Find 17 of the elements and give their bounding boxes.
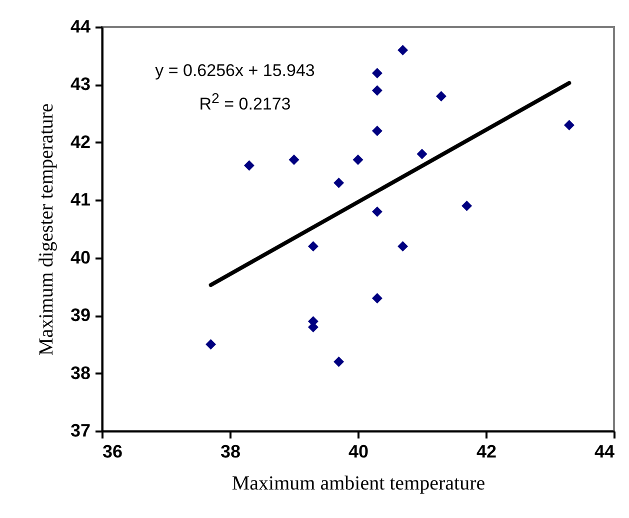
x-tick-label: 36 xyxy=(102,442,123,462)
y-tick-label: 40 xyxy=(70,247,90,268)
y-tick-label: 43 xyxy=(70,74,90,94)
annotation: y = 0.6256x + 15.943 xyxy=(154,60,316,82)
y-tick-label: 38 xyxy=(70,362,90,383)
y-tick-label: 39 xyxy=(70,305,90,326)
y-tick-label: 44 xyxy=(70,16,90,36)
y-axis-title: Maximum digester temperature xyxy=(35,103,58,356)
annotation: R$^{2}$ = 0.2173 xyxy=(198,90,292,116)
y-tick-label: 42 xyxy=(70,132,90,152)
x-tick-label: 40 xyxy=(348,442,369,462)
x-tick-label: 44 xyxy=(594,442,614,462)
x-tick-label: 42 xyxy=(476,442,497,462)
x-axis-title: Maximum ambient temperature xyxy=(232,472,486,494)
x-tick-label: 38 xyxy=(220,442,241,462)
y-tick-label: 41 xyxy=(70,190,90,210)
y-tick-label: 37 xyxy=(70,420,90,440)
